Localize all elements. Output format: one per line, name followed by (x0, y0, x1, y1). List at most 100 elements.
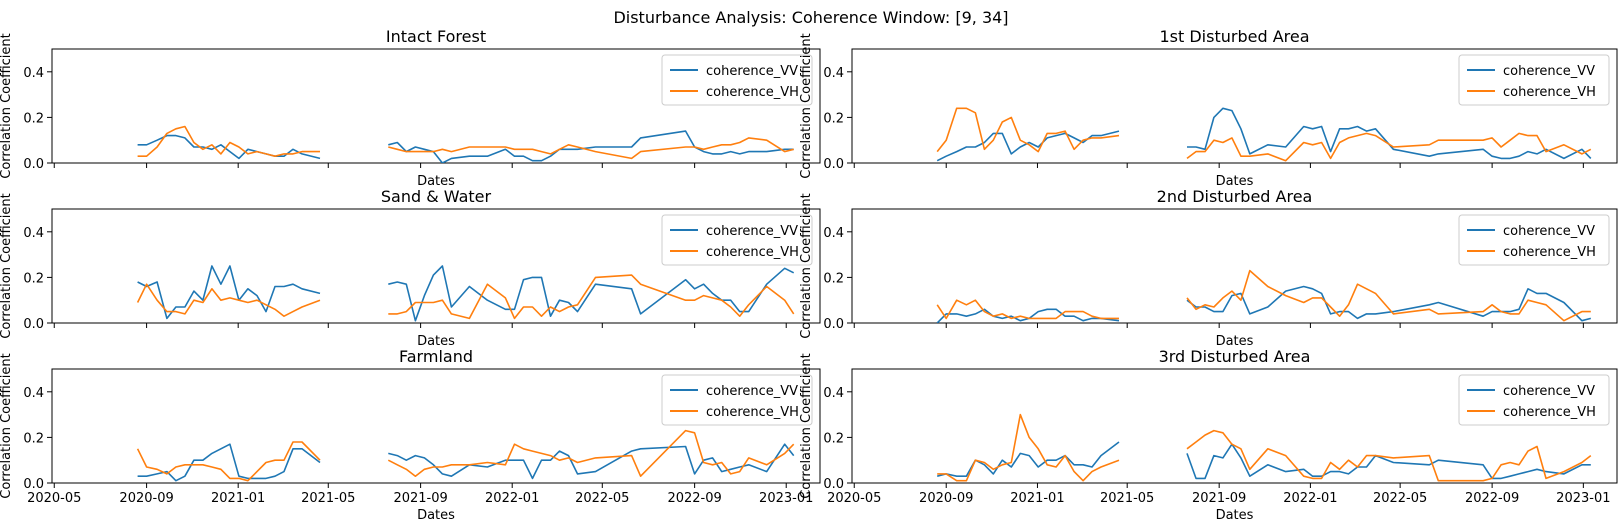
x-tick-label: 2021-01 (1010, 491, 1064, 506)
legend-label: coherence_VH (706, 245, 799, 260)
y-tick-label: 0.0 (823, 477, 844, 492)
legend-label: coherence_VV (706, 64, 798, 79)
plot-frame (51, 48, 821, 164)
x-tick-label: 2020-05 (827, 491, 881, 506)
series-line (936, 130, 1120, 162)
series-line (1186, 132, 1592, 162)
series-line (1187, 107, 1592, 160)
y-tick-label: 0.0 (23, 157, 44, 172)
x-axis-label: Dates (417, 174, 455, 189)
y-tick-label: 0.2 (23, 111, 44, 126)
legend-box (1458, 374, 1610, 426)
series-line (388, 130, 794, 163)
y-axis-label: Correlation Coefficient (799, 353, 814, 499)
subplot-grid: Intact Forest 0.0 0.2 0.4 Dates Correlation C… (0, 27, 1618, 523)
y-axis-label: Correlation Coefficient (799, 33, 814, 179)
panel-title: Farmland (399, 347, 473, 366)
series-line (387, 429, 795, 478)
y-tick-label: 0.2 (23, 431, 44, 446)
series-line (937, 441, 1120, 478)
x-axis-label: Dates (1216, 508, 1254, 523)
series-line (137, 443, 321, 482)
x-tick-label: 2021-05 (1100, 491, 1154, 506)
subplot-panel: 1st Disturbed Area 0.0 0.2 0.4 Dates Correlat… (799, 27, 1618, 189)
y-tick-label: 0.4 (23, 386, 44, 401)
plot-frame (51, 368, 821, 484)
legend-label: coherence_VH (706, 405, 799, 420)
series-line (388, 274, 795, 320)
series-line (136, 441, 321, 482)
series-line (1186, 269, 1591, 322)
legend-label: coherence_VV (706, 224, 798, 239)
plot-frame (51, 208, 821, 324)
x-axis-label: Dates (1216, 174, 1254, 189)
subplot-panel: 2nd Disturbed Area 0.0 0.2 0.4 Dates Correlat… (799, 187, 1618, 349)
x-tick-label: 2020-09 (119, 491, 173, 506)
legend-label: coherence_VV (706, 384, 798, 399)
series-line (1186, 285, 1592, 322)
x-tick-label: 2022-09 (1465, 491, 1519, 506)
legend-label: coherence_VH (1503, 405, 1596, 420)
y-tick-label: 0.4 (23, 226, 44, 241)
legend-box (661, 374, 813, 426)
panel-title: 2nd Disturbed Area (1157, 187, 1313, 206)
panel-title: 1st Disturbed Area (1159, 27, 1309, 46)
legend-box (661, 54, 813, 106)
y-tick-label: 0.0 (23, 477, 44, 492)
panel-title: Sand & Water (381, 187, 492, 206)
y-tick-label: 0.4 (823, 66, 844, 81)
series-line (136, 283, 321, 318)
legend-box (1458, 54, 1610, 106)
legend-box (661, 214, 813, 266)
x-tick-label: 2022-01 (1283, 491, 1337, 506)
series-line (388, 265, 795, 322)
x-axis-label: Dates (1216, 334, 1254, 349)
plot-frame (851, 368, 1618, 484)
panel-title: 3rd Disturbed Area (1159, 347, 1311, 366)
x-tick-label: 2023-01 (759, 491, 813, 506)
y-tick-label: 0.2 (823, 111, 844, 126)
x-tick-label: 2020-05 (27, 491, 81, 506)
legend-box (1458, 214, 1610, 266)
plot-frame (851, 48, 1618, 164)
y-tick-label: 0.0 (823, 317, 844, 332)
x-tick-label: 2021-09 (393, 491, 447, 506)
y-axis-label: Correlation Coefficient (0, 33, 14, 179)
subplot-panel: 3rd Disturbed Area 0.0 0.2 0.4 2020-05 2020-0… (799, 347, 1618, 523)
x-tick-label: 2022-09 (667, 491, 721, 506)
y-tick-label: 0.4 (823, 386, 844, 401)
y-tick-label: 0.2 (23, 271, 44, 286)
legend-label: coherence_VH (1503, 245, 1596, 260)
y-tick-label: 0.2 (823, 271, 844, 286)
y-tick-label: 0.4 (23, 66, 44, 81)
legend-label: coherence_VH (1503, 85, 1596, 100)
series-line (137, 125, 320, 157)
series-line (936, 107, 1120, 153)
series-line (137, 265, 321, 320)
series-line (937, 413, 1120, 482)
x-tick-label: 2021-01 (211, 491, 265, 506)
x-tick-label: 2022-05 (575, 491, 629, 506)
y-axis-label: Correlation Coefficient (0, 353, 14, 499)
series-line (137, 134, 321, 160)
series-line (936, 308, 1120, 323)
x-axis-label: Dates (417, 334, 455, 349)
subplot-panel: Sand & Water 0.0 0.2 0.4 Dates Correlation Co… (0, 187, 821, 349)
y-tick-label: 0.2 (823, 431, 844, 446)
y-tick-label: 0.0 (823, 157, 844, 172)
x-tick-label: 2022-01 (485, 491, 539, 506)
y-axis-label: Correlation Coefficient (0, 193, 14, 339)
series-line (1186, 429, 1592, 482)
legend-label: coherence_VV (1503, 384, 1595, 399)
x-tick-label: 2020-09 (919, 491, 973, 506)
subplot-panel: Intact Forest 0.0 0.2 0.4 Dates Correlation C… (0, 27, 821, 189)
legend-label: coherence_VV (1503, 64, 1595, 79)
panel-title: Intact Forest (386, 27, 486, 46)
series-line (388, 137, 794, 160)
plot-frame (851, 208, 1618, 324)
x-axis-label: Dates (417, 508, 455, 523)
legend-label: coherence_VV (1503, 224, 1595, 239)
x-tick-label: 2022-05 (1373, 491, 1427, 506)
series-line (936, 299, 1119, 320)
